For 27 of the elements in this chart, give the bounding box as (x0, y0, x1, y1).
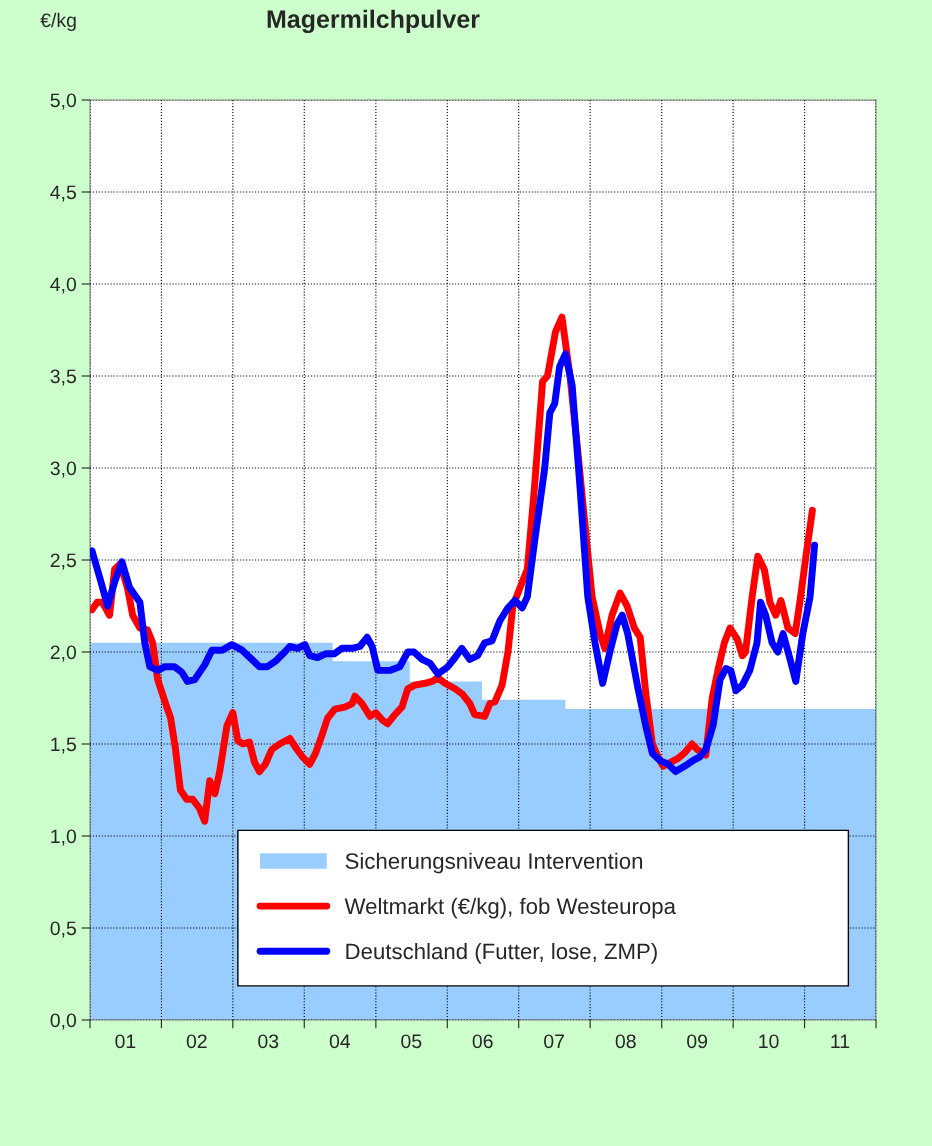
x-tick-label: 10 (759, 1034, 779, 1049)
y-tick-label: 3,5 (50, 369, 76, 386)
y-tick-label: 0,5 (50, 921, 76, 938)
y-axis-title: €/kg (40, 12, 76, 31)
legend-label: Weltmarkt (€/kg), fob Westeuropa (344, 897, 676, 919)
x-tick-label: 08 (615, 1034, 636, 1049)
x-tick-label: 11 (831, 1034, 850, 1048)
y-tick-label: 2,5 (50, 553, 76, 570)
x-tick-label: 06 (472, 1034, 493, 1049)
chart-title: Magermilchpulver (267, 9, 480, 34)
y-tick-label: 4,0 (50, 277, 77, 294)
x-tick-label: 02 (186, 1034, 207, 1049)
y-tick-label: 1,5 (51, 737, 76, 754)
x-tick-label: 04 (329, 1034, 351, 1049)
legend-label: Deutschland (Futter, lose, ZMP) (346, 942, 657, 964)
legend-label: Sicherungsniveau Intervention (345, 852, 643, 874)
y-tick-label: 0,0 (50, 1013, 77, 1030)
y-tick-label: 3,0 (50, 461, 77, 478)
x-tick-label: 03 (258, 1034, 279, 1049)
y-tick-label: 2,0 (50, 645, 77, 662)
y-tick-label: 1,0 (51, 829, 77, 846)
x-tick-label: 07 (544, 1034, 564, 1049)
x-tick-label: 01 (115, 1034, 136, 1049)
x-tick-label: 05 (401, 1034, 422, 1049)
y-tick-label: 5,0 (50, 93, 77, 110)
y-tick-label: 4,5 (50, 185, 76, 202)
x-tick-label: 09 (687, 1034, 708, 1049)
